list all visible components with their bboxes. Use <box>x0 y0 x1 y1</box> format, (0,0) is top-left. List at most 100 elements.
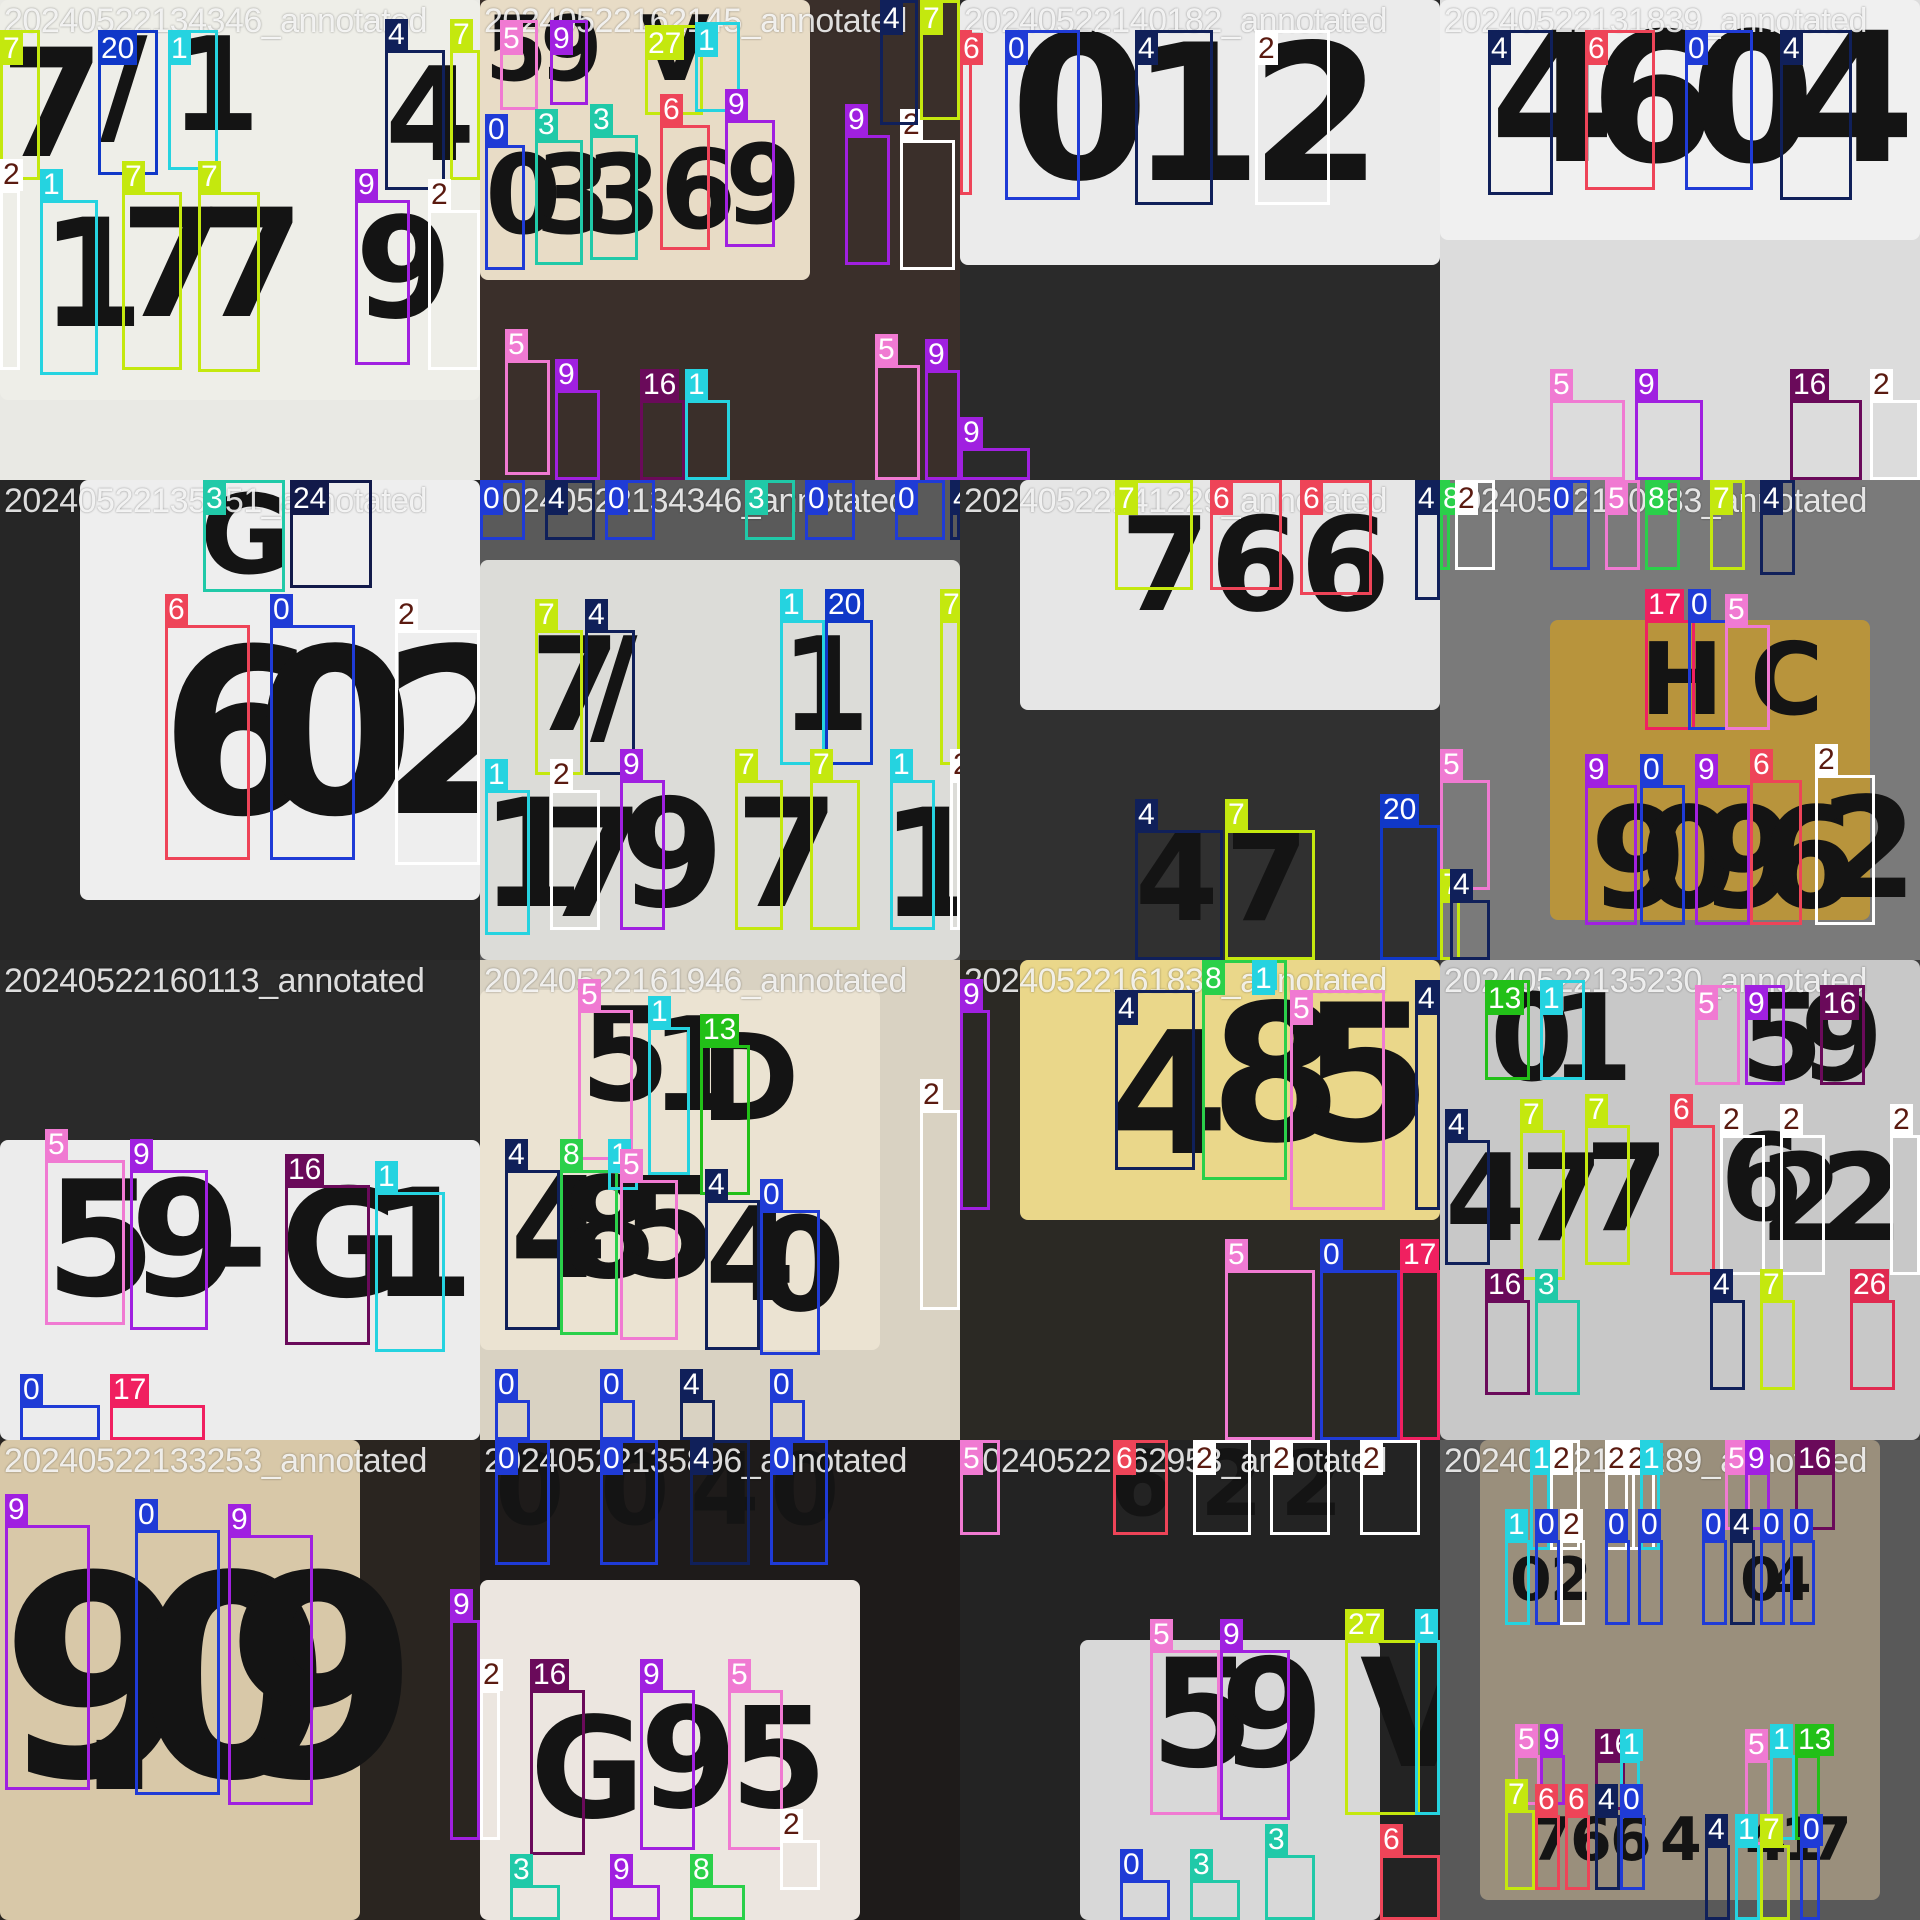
class-label: 2 <box>1720 1104 1743 1136</box>
class-label: 2 <box>1560 1509 1583 1541</box>
detection-box: 1 <box>780 589 825 765</box>
class-label: 0 <box>1760 1509 1783 1541</box>
detection-box: 7 <box>940 589 960 765</box>
class-label: 4 <box>545 483 568 515</box>
class-label: 2 <box>428 179 451 211</box>
detection-box: 27 <box>1345 1609 1420 1815</box>
class-label: 2 <box>1780 1104 1803 1136</box>
plate-character: 7 <box>1520 1130 1604 1269</box>
class-label: 0 <box>480 483 503 515</box>
class-label: 8 <box>690 1854 713 1886</box>
mosaic-tile: 0040G9520240522135896_annotated004021695… <box>480 1440 960 1920</box>
detection-box: 7 <box>1225 799 1315 960</box>
detection-box: 4 <box>1135 30 1213 205</box>
plate-character: 7 <box>1225 810 1309 949</box>
class-label: 5 <box>620 1149 643 1181</box>
class-label: 7 <box>1760 1814 1783 1846</box>
class-label: 17 <box>1400 1239 1440 1271</box>
class-label: 1 <box>1252 963 1275 995</box>
plate-character: 5 <box>730 1678 828 1841</box>
detection-box: 4 <box>1780 30 1852 200</box>
plate-character: C <box>1750 621 1824 738</box>
class-label: 5 <box>1550 369 1573 401</box>
class-label: 9 <box>610 1854 633 1886</box>
mosaic-tile: 5 9- G 1 20240522160113_annotated 5 9 16 1 0 17 <box>0 960 480 1440</box>
detection-box: 4 <box>680 1369 715 1440</box>
detection-box: 0 <box>485 114 525 270</box>
class-label: 9 <box>1745 988 1768 1020</box>
mosaic-tile: 4 6 0 4 20240522131839_annotated 4 6 0 4 5 9 16 2 <box>1440 0 1920 480</box>
class-label: 4 <box>1415 983 1438 1015</box>
class-label: 2 <box>1455 483 1478 515</box>
class-label: 0 <box>1620 1784 1643 1816</box>
class-label: 2 <box>480 1659 503 1691</box>
detection-box: 0 <box>1620 1784 1645 1890</box>
detection-box: 9 <box>5 1494 90 1790</box>
mosaic-tile: 602G20240522135151_annotated324602 <box>0 480 480 960</box>
class-label: 1 <box>648 996 671 1028</box>
tile-filename: 20240522162953_annotated <box>964 1442 1387 1480</box>
class-label: 6 <box>1750 749 1773 781</box>
class-label: 6 <box>960 33 983 65</box>
plate-character: 6 <box>160 601 321 868</box>
plate-character: 0 <box>255 601 416 868</box>
detection-box: 16 <box>1795 1440 1835 1530</box>
detection-box: 7 <box>1505 1779 1535 1890</box>
detection-box: 1 <box>1640 1440 1663 1550</box>
plate-character: 0 <box>1510 1545 1552 1615</box>
class-label: 2 <box>1815 744 1838 776</box>
class-label: 13 <box>700 1014 740 1046</box>
class-label: 8 <box>1202 963 1225 995</box>
detection-box: 2 <box>1720 1104 1765 1275</box>
detection-box: 6 <box>1210 480 1282 590</box>
detection-box: 3 <box>203 480 285 592</box>
class-label: 2 <box>0 159 23 191</box>
detection-box: 2 <box>920 1079 960 1310</box>
class-label: 6 <box>1585 33 1608 65</box>
detection-box: 0 <box>895 480 945 540</box>
class-label: 0 <box>1638 1509 1661 1541</box>
detection-box: 4 <box>1488 30 1553 195</box>
mosaic-tile: 0204766441720240522124289_annotated12221… <box>1440 1440 1920 1920</box>
detection-box: 1 <box>1540 980 1585 1080</box>
detection-box: 13 <box>1795 1724 1835 1840</box>
class-label: 9 <box>925 339 948 371</box>
class-label: 4 <box>1730 1509 1753 1541</box>
class-label: 4 <box>585 599 608 631</box>
mosaic-tile: 0 1 2 20240522140182_annotated 6 0 4 2 9 <box>960 0 1440 480</box>
detection-box: 6 <box>1380 1824 1440 1920</box>
class-label: 5 <box>1745 1729 1768 1761</box>
class-label: 0 <box>1605 1509 1628 1541</box>
plate-character: 3 <box>585 131 662 259</box>
detection-box: 2 <box>950 749 960 930</box>
detection-box: 5 <box>1725 594 1770 730</box>
detection-box: 4 <box>1710 1269 1745 1390</box>
detection-box: 7 <box>1760 1814 1790 1920</box>
class-label: 1 <box>1415 1609 1438 1641</box>
class-label: 5 <box>1695 988 1718 1020</box>
class-label: 4 <box>1115 993 1138 1025</box>
plate-character: - <box>210 1168 269 1331</box>
class-label: 13 <box>1485 983 1525 1015</box>
plate-character: 2 <box>1760 1130 1844 1269</box>
detection-box: 9 <box>1585 754 1637 925</box>
detection-box: 9 <box>620 749 665 930</box>
detection-box: 4 <box>545 480 595 540</box>
class-label: 27 <box>1345 1609 1385 1641</box>
plate-character: 9 <box>225 1517 420 1843</box>
detection-box: 6 <box>1565 1784 1590 1890</box>
detection-box: 17 <box>110 1374 205 1440</box>
detection-box: 4 <box>1730 1509 1755 1625</box>
class-label: 24 <box>290 483 330 515</box>
class-label: 3 <box>590 104 613 136</box>
class-label: 4 <box>1415 483 1438 515</box>
plate-character: 6 <box>1300 489 1391 641</box>
detection-box: 7 <box>198 161 260 372</box>
class-label: 0 <box>1320 1239 1343 1271</box>
detection-box: 2 <box>900 109 955 270</box>
class-label: 0 <box>1688 589 1711 621</box>
detection-box: 0 <box>1605 1509 1630 1625</box>
class-label: 5 <box>578 979 601 1011</box>
detection-box: 9 <box>228 1504 313 1805</box>
class-label: 1 <box>695 25 718 57</box>
